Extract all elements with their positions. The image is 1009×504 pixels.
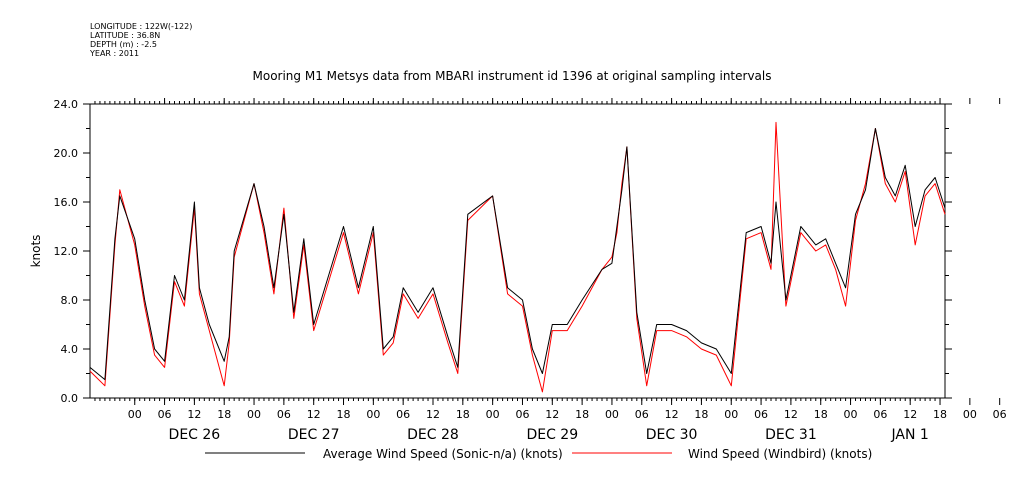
x-hour-tick-label: 06 bbox=[993, 408, 1007, 421]
x-hour-tick-label: 06 bbox=[635, 408, 649, 421]
year-label: YEAR : 2011 bbox=[90, 49, 140, 58]
x-hour-tick-label: 18 bbox=[456, 408, 470, 421]
y-tick-label: 24.0 bbox=[54, 98, 79, 111]
x-hour-tick-label: 00 bbox=[605, 408, 619, 421]
x-day-label: DEC 29 bbox=[526, 427, 578, 443]
x-day-label: DEC 30 bbox=[646, 427, 698, 443]
x-hour-tick-label: 12 bbox=[784, 408, 798, 421]
longitude-label: LONGITUDE : 122W(-122) bbox=[90, 22, 193, 31]
x-hour-tick-label: 18 bbox=[575, 408, 589, 421]
series-line-windbird bbox=[89, 121, 946, 393]
x-hour-tick-label: 00 bbox=[963, 408, 977, 421]
x-hour-tick-label: 12 bbox=[426, 408, 440, 421]
x-day-label: DEC 26 bbox=[169, 427, 221, 443]
x-hour-tick-label: 00 bbox=[247, 408, 261, 421]
latitude-label: LATITUDE : 36.8N bbox=[90, 31, 161, 40]
y-axis-label: knots bbox=[29, 235, 43, 268]
x-day-label: DEC 27 bbox=[288, 427, 340, 443]
x-hour-tick-label: 18 bbox=[814, 408, 828, 421]
x-hour-tick-label: 06 bbox=[754, 408, 768, 421]
x-hour-tick-label: 06 bbox=[873, 408, 887, 421]
series-line-average-wind-speed bbox=[89, 128, 946, 381]
x-hour-tick-label: 12 bbox=[903, 408, 917, 421]
y-tick-label: 8.0 bbox=[61, 294, 79, 307]
x-hour-tick-label: 00 bbox=[128, 408, 142, 421]
y-tick-label: 4.0 bbox=[61, 343, 79, 356]
x-hour-tick-label: 00 bbox=[844, 408, 858, 421]
depth-label: DEPTH (m) : -2.5 bbox=[90, 40, 157, 49]
x-hour-tick-label: 18 bbox=[694, 408, 708, 421]
x-hour-tick-label: 00 bbox=[486, 408, 500, 421]
x-day-label: DEC 31 bbox=[765, 427, 817, 443]
x-hour-tick-label: 12 bbox=[187, 408, 201, 421]
y-tick-label: 0.0 bbox=[61, 392, 79, 405]
x-hour-tick-label: 00 bbox=[366, 408, 380, 421]
y-tick-label: 20.0 bbox=[54, 147, 79, 160]
legend-label-windbird: Wind Speed (Windbird) (knots) bbox=[688, 447, 872, 461]
x-hour-tick-label: 06 bbox=[515, 408, 529, 421]
x-day-label: DEC 28 bbox=[407, 427, 459, 443]
x-hour-tick-label: 18 bbox=[933, 408, 947, 421]
x-hour-tick-label: 18 bbox=[217, 408, 231, 421]
x-hour-tick-label: 00 bbox=[724, 408, 738, 421]
x-hour-tick-label: 12 bbox=[665, 408, 679, 421]
x-hour-tick-label: 06 bbox=[277, 408, 291, 421]
legend: Average Wind Speed (Sonic-n/a) (knots) W… bbox=[205, 447, 872, 461]
y-tick-label: 12.0 bbox=[54, 245, 79, 258]
x-hour-tick-label: 06 bbox=[396, 408, 410, 421]
y-tick-label: 16.0 bbox=[54, 196, 79, 209]
x-hour-tick-label: 12 bbox=[307, 408, 321, 421]
x-hour-tick-label: 12 bbox=[545, 408, 559, 421]
legend-label-average-wind-speed: Average Wind Speed (Sonic-n/a) (knots) bbox=[323, 447, 563, 461]
x-day-label: JAN 1 bbox=[891, 427, 929, 443]
series-layer bbox=[89, 121, 946, 393]
x-hour-tick-label: 18 bbox=[337, 408, 351, 421]
x-hour-tick-label: 06 bbox=[158, 408, 172, 421]
chart-title: Mooring M1 Metsys data from MBARI instru… bbox=[253, 69, 772, 83]
axes: 00 06 12 18 00 06 12 18 00 06 12 18 00 06 12 18 00 06 12 18… bbox=[54, 98, 1007, 443]
